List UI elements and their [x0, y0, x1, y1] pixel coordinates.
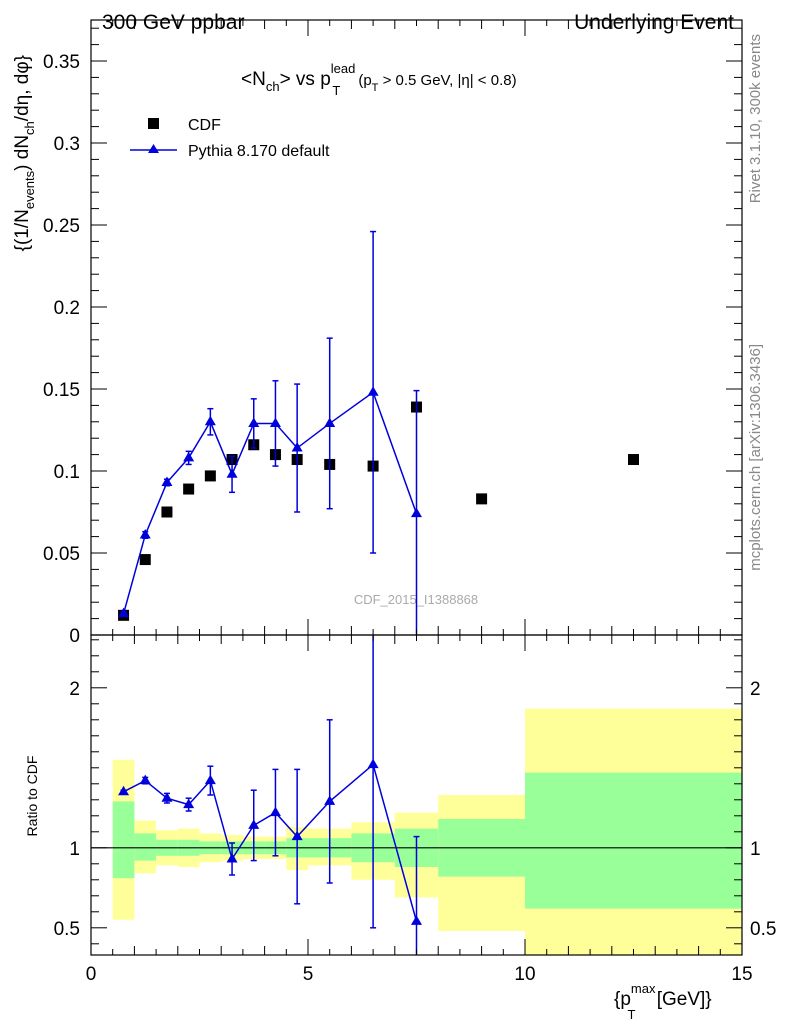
ratio-point-11 [411, 915, 422, 925]
y-tick-label-3: 0.15 [43, 380, 80, 401]
mc-point-1 [139, 528, 151, 539]
header-right: Underlying Event [574, 11, 734, 34]
band-inner-1 [134, 833, 157, 861]
legend: CDF Pythia 8.170 default [130, 117, 330, 160]
title-open: <N [241, 69, 266, 90]
y-tick-label-1: 0.05 [43, 544, 80, 565]
cdf-point-13 [628, 454, 639, 466]
mc-point-11 [411, 507, 422, 518]
y-tick-label-4: 0.2 [54, 298, 80, 319]
title-mid: > vs p [280, 69, 331, 90]
band-inner-13 [525, 772, 742, 909]
ratio-point-2 [161, 792, 173, 802]
main-title: <Nch> vs plead T(pT > 0.5 GeV, |η| < 0.8) [241, 61, 517, 98]
ratio-point-3 [183, 798, 195, 809]
mc-point-10 [367, 386, 379, 396]
mc-line [122, 391, 418, 614]
mc-point-7 [269, 417, 281, 427]
cdf-point-2 [161, 506, 173, 518]
legend-cdf-marker [148, 118, 159, 129]
ratio-y-tick-label-left-0: 0.5 [54, 919, 80, 940]
main-ylabel: {(1/Nevents) dNch/dη, dφ} [12, 55, 37, 251]
xlabel-sup: max [631, 981, 656, 996]
ratio-point-8 [291, 830, 303, 841]
ratio-point-10 [367, 758, 379, 769]
ratio-point-6 [248, 819, 260, 829]
title-sub-t: T [332, 83, 340, 98]
x-tick-label-3: 15 [731, 964, 752, 985]
rivet-label: Rivet 3.1.10, 300k events [747, 34, 764, 203]
ratio-y-tick-label-right-2: 2 [750, 679, 761, 700]
ylabel-b: ) dN [12, 135, 33, 171]
ratio-y-tick-label-right-1: 1 [750, 839, 761, 860]
mc-point-5 [226, 468, 238, 478]
y-tick-label-2: 0.1 [54, 462, 80, 483]
ylabel-a: {(1/N [12, 209, 33, 251]
mcplots-label: mcplots.cern.ch [arXiv:1306.3436] [747, 344, 764, 571]
title-cut-p: (p [358, 72, 371, 89]
xlabel-rest: [GeV]} [651, 989, 711, 1010]
xlabel-open: {p [614, 989, 631, 1010]
legend-mc-label: Pythia 8.170 default [188, 143, 330, 160]
ratio-y-tick-label-left-1: 1 [69, 839, 80, 860]
x-axis-label: {pmax T [GeV]} [614, 981, 712, 1022]
ylabel-sub-events: events [22, 170, 37, 209]
ylabel-c: /dη, dφ} [12, 55, 33, 121]
mc-point-2 [161, 476, 173, 486]
ratio-mc-line [123, 763, 418, 922]
y-tick-label-0: 0 [69, 626, 80, 647]
ratio-point-0 [118, 785, 130, 796]
x-tick-label-1: 5 [303, 964, 314, 985]
x-tick-label-0: 0 [86, 964, 97, 985]
header-left: 300 GeV ppbar [102, 11, 244, 34]
ratio-point-1 [139, 774, 151, 785]
xlabel-sub-t: T [627, 1007, 635, 1022]
ratio-point-7 [269, 806, 281, 817]
ratio-point-4 [204, 774, 216, 785]
title-cut-rest: > 0.5 GeV, |η| < 0.8) [378, 72, 516, 89]
ratio-y-tick-label-right-0: 0.5 [750, 919, 776, 940]
mc-point-3 [183, 451, 195, 462]
ylabel-sub-ch: ch [22, 121, 37, 135]
mc-point-9 [324, 417, 336, 427]
ratio-point-5 [226, 853, 238, 863]
title-sub-ch: ch [266, 79, 280, 94]
legend-cdf-label: CDF [188, 117, 221, 134]
x-tick-label-2: 10 [514, 964, 535, 985]
band-inner-0 [112, 801, 135, 879]
y-tick-label-5: 0.25 [43, 216, 80, 237]
mc-point-6 [248, 417, 260, 427]
cdf-point-4 [204, 470, 216, 482]
cdf-point-3 [183, 483, 195, 495]
cdf-point-12 [476, 493, 488, 505]
ratio-ylabel: Ratio to CDF [24, 756, 40, 837]
y-tick-label-7: 0.35 [43, 52, 80, 73]
mc-point-4 [204, 415, 216, 426]
legend-mc-marker [148, 144, 159, 153]
title-sup: lead [331, 61, 356, 76]
mc-point-0 [118, 607, 130, 618]
ratio-point-9 [324, 795, 336, 805]
title-cut-t: T [372, 82, 379, 94]
ratio-y-tick-label-left-2: 2 [69, 679, 80, 700]
mc-point-8 [291, 442, 303, 452]
y-tick-label-6: 0.3 [54, 134, 80, 155]
cdf-point-1 [139, 554, 151, 566]
